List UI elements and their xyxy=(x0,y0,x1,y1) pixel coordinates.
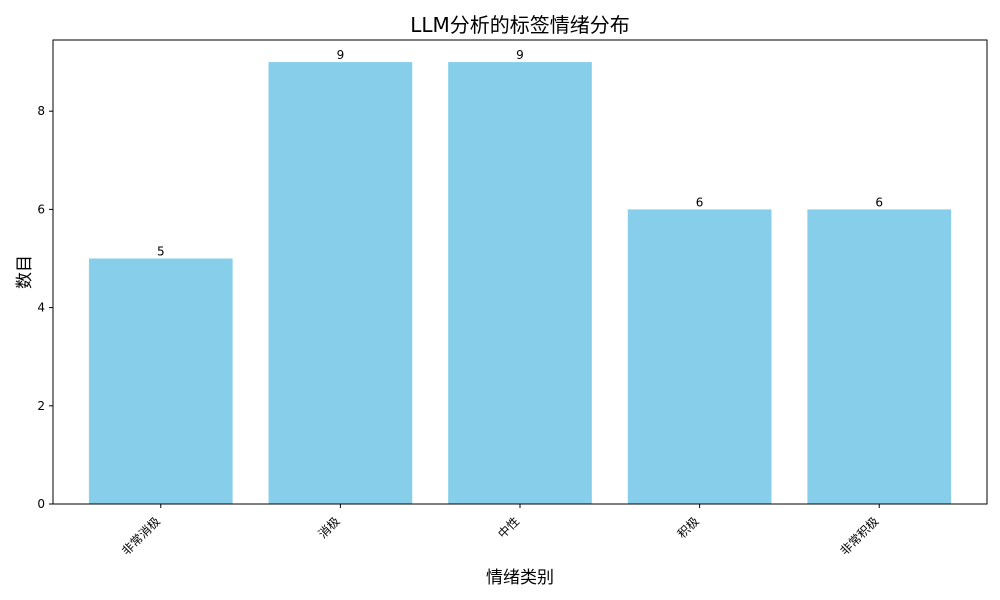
y-tick-label-0: 0 xyxy=(37,497,45,511)
chart-title: LLM分析的标签情绪分布 xyxy=(410,13,630,37)
x-tick-label-1: 消极 xyxy=(316,514,343,541)
y-tick-label-2: 4 xyxy=(37,301,45,315)
y-tick-label-3: 6 xyxy=(37,202,45,216)
x-tick-label-3: 积极 xyxy=(675,514,702,541)
bar-value-label-0: 5 xyxy=(157,244,165,258)
y-tick-label-1: 2 xyxy=(37,399,45,413)
bar-4 xyxy=(807,209,952,504)
x-tick-label-0: 非常消极 xyxy=(119,514,163,558)
bar-1 xyxy=(268,62,413,504)
bar-value-label-3: 6 xyxy=(696,195,704,209)
bar-3 xyxy=(627,209,772,504)
x-axis-title: 情绪类别 xyxy=(486,568,554,588)
bar-value-label-2: 9 xyxy=(516,48,524,62)
x-axis: 非常消极 消极 中性 积极 非常积极 xyxy=(119,504,881,558)
bar-labels-layer: 5 9 9 6 6 xyxy=(157,48,883,258)
y-tick-label-4: 8 xyxy=(37,104,45,118)
bars-layer xyxy=(88,62,952,504)
bar-value-label-1: 9 xyxy=(337,48,345,62)
bar-value-label-4: 6 xyxy=(875,195,883,209)
y-axis-title: 数目 xyxy=(15,255,35,289)
y-axis: 0 2 4 6 8 xyxy=(37,104,53,511)
x-tick-label-4: 非常积极 xyxy=(838,514,882,558)
bar-0 xyxy=(88,258,233,504)
x-tick-label-2: 中性 xyxy=(495,514,523,542)
bar-2 xyxy=(448,62,592,504)
